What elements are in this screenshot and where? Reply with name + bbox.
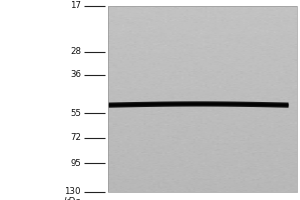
Text: 28: 28 bbox=[70, 47, 81, 56]
Text: 17: 17 bbox=[70, 1, 81, 10]
Text: 72: 72 bbox=[70, 133, 81, 142]
Bar bbox=[108, 6, 297, 192]
Text: 36: 36 bbox=[70, 70, 81, 79]
Text: 55: 55 bbox=[70, 109, 81, 118]
Text: 95: 95 bbox=[70, 159, 81, 168]
Text: 130: 130 bbox=[64, 188, 81, 196]
Text: kDa: kDa bbox=[63, 198, 81, 200]
